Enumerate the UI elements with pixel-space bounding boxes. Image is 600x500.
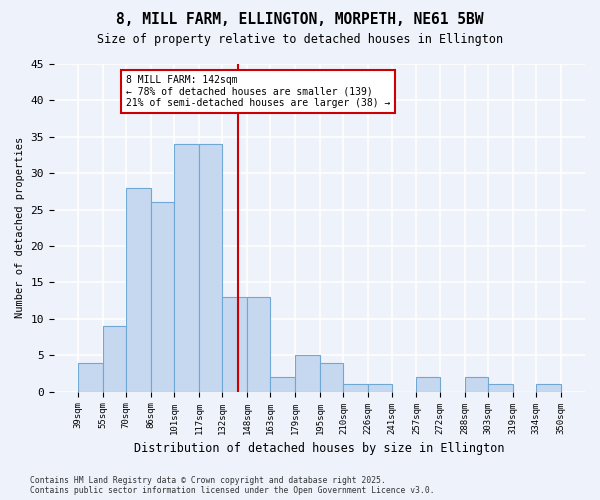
Bar xyxy=(416,377,440,392)
Bar xyxy=(536,384,561,392)
Bar xyxy=(199,144,223,392)
Bar xyxy=(174,144,199,392)
Bar xyxy=(271,377,295,392)
Bar xyxy=(343,384,368,392)
Text: 8 MILL FARM: 142sqm
← 78% of detached houses are smaller (139)
21% of semi-detac: 8 MILL FARM: 142sqm ← 78% of detached ho… xyxy=(126,75,391,108)
Bar xyxy=(151,202,174,392)
Bar xyxy=(488,384,513,392)
Bar xyxy=(103,326,126,392)
Bar xyxy=(247,297,271,392)
Text: Contains HM Land Registry data © Crown copyright and database right 2025.
Contai: Contains HM Land Registry data © Crown c… xyxy=(30,476,434,495)
Y-axis label: Number of detached properties: Number of detached properties xyxy=(15,137,25,318)
Bar xyxy=(78,362,103,392)
Text: Size of property relative to detached houses in Ellington: Size of property relative to detached ho… xyxy=(97,32,503,46)
Bar xyxy=(320,362,343,392)
Bar xyxy=(464,377,488,392)
Bar xyxy=(223,297,247,392)
Bar xyxy=(368,384,392,392)
Bar xyxy=(295,356,320,392)
Text: 8, MILL FARM, ELLINGTON, MORPETH, NE61 5BW: 8, MILL FARM, ELLINGTON, MORPETH, NE61 5… xyxy=(116,12,484,28)
Bar xyxy=(126,188,151,392)
X-axis label: Distribution of detached houses by size in Ellington: Distribution of detached houses by size … xyxy=(134,442,505,455)
